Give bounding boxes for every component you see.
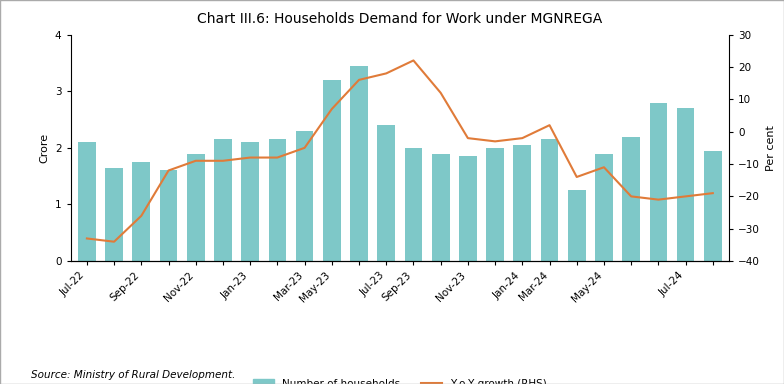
Bar (296, 131, 314, 261)
Text: Source: Ministry of Rural Development.: Source: Ministry of Rural Development. (31, 370, 236, 380)
Bar (187, 154, 205, 261)
Bar (541, 139, 558, 261)
Bar (241, 142, 259, 261)
Bar (105, 168, 123, 261)
Bar (377, 125, 395, 261)
Y-axis label: Crore: Crore (39, 133, 49, 163)
Bar (323, 80, 341, 261)
Bar (132, 162, 151, 261)
Bar (269, 139, 286, 261)
Legend: Number of households, Y-o-Y growth (RHS): Number of households, Y-o-Y growth (RHS) (249, 375, 551, 384)
Bar (568, 190, 586, 261)
Title: Chart III.6: Households Demand for Work under MGNREGA: Chart III.6: Households Demand for Work … (198, 12, 602, 26)
Bar (350, 66, 368, 261)
Bar (405, 148, 423, 261)
Bar (677, 108, 695, 261)
Bar (514, 145, 531, 261)
Bar (649, 103, 667, 261)
Bar (486, 148, 504, 261)
Bar (459, 156, 477, 261)
Bar (214, 139, 232, 261)
Bar (595, 154, 613, 261)
Bar (160, 170, 177, 261)
Bar (622, 137, 640, 261)
Bar (78, 142, 96, 261)
Y-axis label: Per cent: Per cent (766, 125, 775, 171)
Bar (432, 154, 449, 261)
Bar (704, 151, 721, 261)
